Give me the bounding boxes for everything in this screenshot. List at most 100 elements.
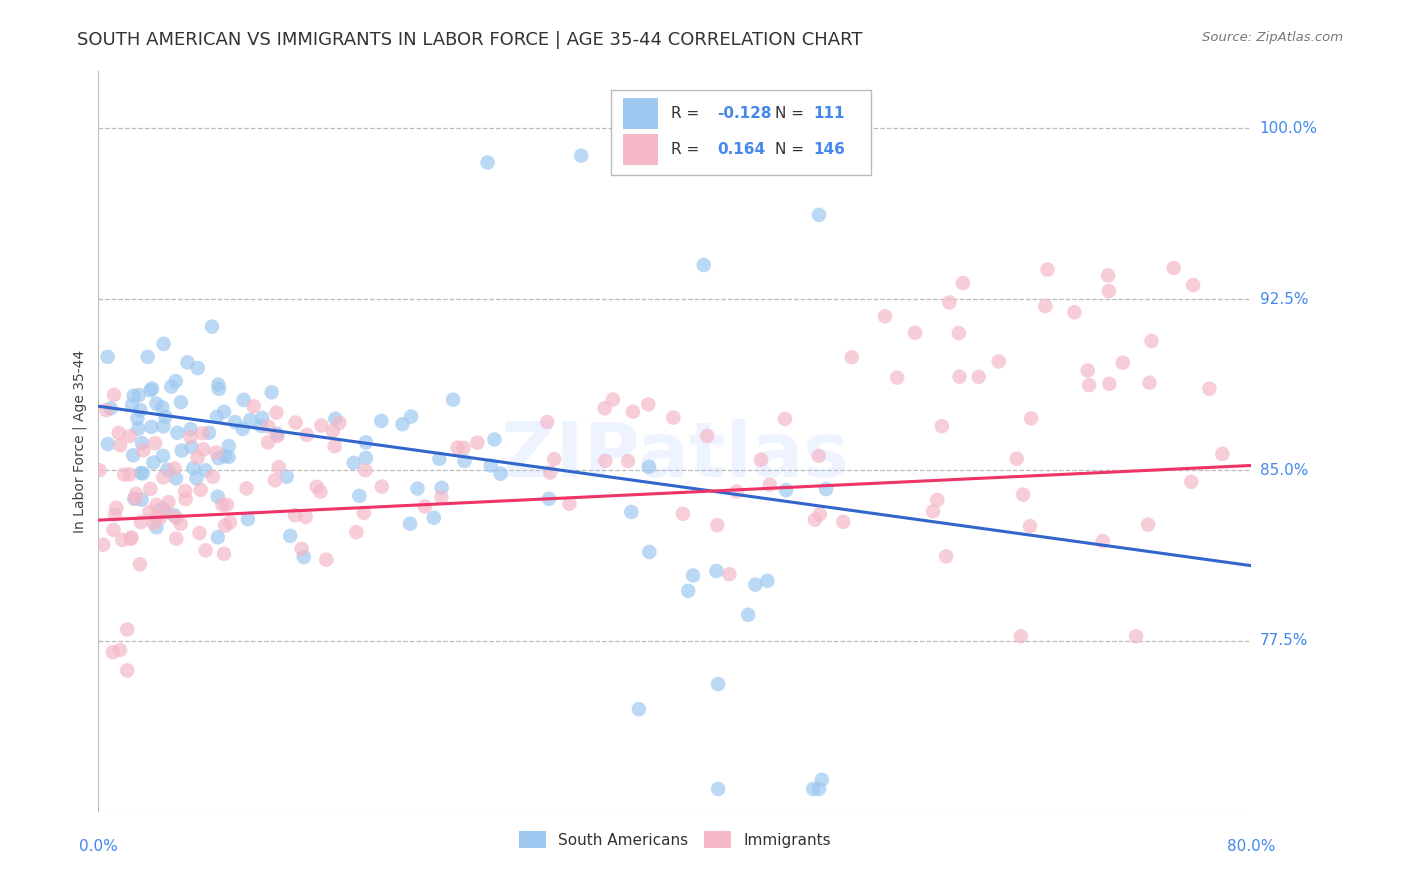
Point xyxy=(294,509,316,524)
Point xyxy=(305,480,328,494)
Point xyxy=(257,435,280,450)
Text: 100.0%: 100.0% xyxy=(1260,120,1317,136)
Point xyxy=(136,350,159,364)
Point xyxy=(121,530,143,544)
Text: 85.0%: 85.0% xyxy=(1260,463,1308,477)
Point xyxy=(104,508,127,522)
Point xyxy=(354,435,377,450)
Text: 146: 146 xyxy=(813,142,845,157)
Point xyxy=(441,392,464,407)
Point xyxy=(538,466,561,480)
Point xyxy=(219,516,242,530)
Point xyxy=(1211,447,1233,461)
Point xyxy=(967,369,990,384)
Point xyxy=(446,441,468,455)
Point xyxy=(131,492,153,507)
Point xyxy=(152,419,174,434)
Point xyxy=(429,451,451,466)
Point xyxy=(1098,376,1121,391)
Point xyxy=(1012,487,1035,501)
Point xyxy=(593,401,616,416)
Point xyxy=(1097,268,1119,283)
Point xyxy=(183,461,205,475)
Point xyxy=(904,326,927,340)
Point xyxy=(453,454,475,468)
Point xyxy=(100,401,122,416)
Point xyxy=(718,567,741,582)
Point xyxy=(815,482,838,496)
Point xyxy=(627,702,650,716)
Point xyxy=(707,781,730,796)
Point xyxy=(103,523,125,537)
Point xyxy=(354,450,377,465)
Point xyxy=(773,412,796,426)
Point xyxy=(264,473,287,487)
Point xyxy=(927,492,949,507)
Point xyxy=(165,471,187,485)
Point xyxy=(218,450,240,464)
Point xyxy=(399,516,422,531)
Point xyxy=(205,409,228,424)
Point xyxy=(808,781,831,796)
Point xyxy=(638,459,661,474)
Point xyxy=(207,530,229,544)
Point xyxy=(170,395,193,409)
Point xyxy=(120,532,142,546)
Point xyxy=(145,520,167,534)
Point xyxy=(371,480,394,494)
Point xyxy=(315,552,337,566)
Point xyxy=(676,583,699,598)
Point xyxy=(235,482,257,496)
Point xyxy=(725,484,748,499)
Point xyxy=(328,416,350,430)
Point xyxy=(406,482,429,496)
Point xyxy=(174,483,197,498)
Point xyxy=(276,469,298,483)
Point xyxy=(952,276,974,290)
Point xyxy=(232,422,254,436)
Point xyxy=(145,397,167,411)
Point xyxy=(129,558,152,572)
Text: R =: R = xyxy=(672,142,700,157)
Point xyxy=(198,425,221,440)
Point xyxy=(266,429,288,443)
Point xyxy=(207,490,229,504)
Point xyxy=(122,448,145,462)
Point xyxy=(242,400,264,414)
Point xyxy=(165,532,187,546)
Point xyxy=(125,487,148,501)
Point xyxy=(311,418,333,433)
FancyBboxPatch shape xyxy=(623,98,658,129)
Point xyxy=(309,484,332,499)
Point xyxy=(170,443,193,458)
Text: N =: N = xyxy=(775,106,804,121)
Point xyxy=(142,516,165,531)
Point xyxy=(931,419,953,434)
Point xyxy=(107,425,129,440)
Point xyxy=(423,510,446,524)
Point xyxy=(349,489,371,503)
Point xyxy=(180,440,202,454)
Point xyxy=(682,568,704,582)
Point xyxy=(873,310,896,324)
Point xyxy=(205,445,228,459)
Point xyxy=(191,426,214,441)
Point xyxy=(1033,299,1056,313)
Point xyxy=(672,507,695,521)
Point xyxy=(165,374,187,388)
Point xyxy=(295,428,318,442)
Point xyxy=(112,467,135,482)
Point xyxy=(948,326,970,340)
Point xyxy=(808,208,831,222)
Legend: South Americans, Immigrants: South Americans, Immigrants xyxy=(510,823,839,856)
Point xyxy=(131,436,153,450)
Point xyxy=(804,513,827,527)
Point xyxy=(214,518,236,533)
Point xyxy=(97,437,120,451)
Point xyxy=(166,511,188,525)
Point xyxy=(212,405,235,419)
Point xyxy=(121,398,143,412)
Point xyxy=(117,664,139,678)
Point xyxy=(131,467,153,481)
Point xyxy=(1140,334,1163,348)
